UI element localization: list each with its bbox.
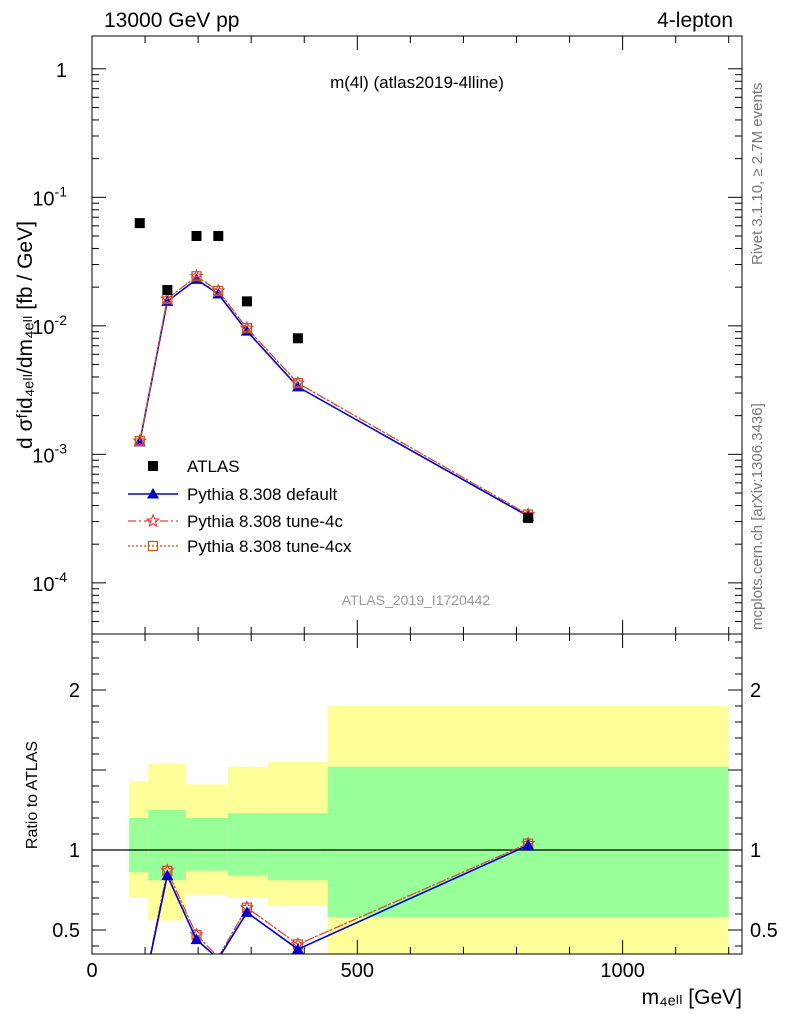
uncertainty-band-inner [227,813,268,876]
ratio-y-tick-label-left: 2 [69,680,80,702]
legend: ATLAS Pythia 8.308 default Pythia 8.308 tu… [128,457,352,556]
legend-label: Pythia 8.308 tune-4cx [187,537,352,556]
x-axis-label: m₄ₑₗₗ [GeV] [642,986,742,1009]
uncertainty-band-inner [129,818,149,873]
y-tick-label: 1 [56,60,67,82]
watermark: ATLAS_2019_I1720442 [342,592,491,608]
ratio-y-tick-label-left: 1 [69,840,80,862]
uncertainty-band-inner [267,813,328,881]
uncertainty-band-inner [185,818,228,871]
y-tick-label: 10-4 [32,569,67,596]
legend-marker-tune4cx [147,540,159,552]
data-point [213,285,224,296]
y-tick-label: 10-1 [32,183,67,210]
ratio-point [522,839,535,850]
main-plot-content [132,218,536,523]
plot-title: m(4l) (atlas2019-4lline) [330,73,504,92]
data-point [241,323,253,334]
ratio-y-tick-label-right: 2 [750,680,761,702]
legend-marker-default [147,488,159,499]
ratio-plot-content [92,706,742,954]
series-line-1 [139,278,529,517]
x-tick-label: 500 [341,960,374,982]
header-left: 13000 GeV pp [104,9,239,32]
mcplots-label: mcplots.cern.ch [arXiv:1306.3436] [749,403,766,630]
main-y-axis-label: d σᶠid₄ₑₗₗ/dm₄ₑₗₗ [fb / GeV] [14,221,37,449]
atlas-data-point [292,333,303,344]
rivet-label: Rivet 3.1.10, ≥ 2.7M events [749,83,766,266]
y-tick-label: 10-2 [32,312,67,339]
atlas-data-point [213,231,224,242]
ratio-y-axis-label: Ratio to ATLAS [24,741,41,849]
legend-label: Pythia 8.308 default [187,485,338,504]
uncertainty-band-inner [148,810,186,881]
atlas-data-point [162,285,173,296]
y-tick-label: 10-3 [32,440,67,467]
ratio-point [291,943,304,954]
ratio-y-tick-label-right: 1 [750,840,761,862]
ratio-point [240,906,253,917]
legend-label: ATLAS [187,457,240,476]
legend-label: Pythia 8.308 tune-4c [187,512,343,531]
series-line-3 [139,275,529,516]
ratio-frame [91,633,743,955]
ratio-panel: 0.5 0.5 1 1 2 2 0 500 1000 Ratio to ATLAS m₄ₑₗₗ … [24,633,778,1009]
header-right: 4-lepton [657,9,733,32]
ratio-y-tick-label-left: 0.5 [52,920,80,942]
series-line-2 [139,275,529,516]
atlas-data-point [134,218,145,229]
main-panel: 10-4 10-3 10-2 10-1 1 m(4l) (atlas2019-4llin… [14,35,743,635]
main-axis-ticks: 10-4 10-3 10-2 10-1 1 [32,36,742,635]
ratio-point [190,933,203,945]
legend-marker-atlas [148,461,158,471]
legend-marker-tune4c [145,513,161,528]
x-tick-label: 1000 [600,960,645,982]
data-point [191,271,202,282]
data-point [134,435,145,447]
ratio-axis-ticks: 0.5 0.5 1 1 2 2 0 500 1000 [52,634,778,982]
data-point [292,378,303,389]
ratio-point [161,869,174,881]
x-tick-label: 0 [86,960,97,982]
atlas-data-point [523,512,534,523]
atlas-data-point [241,296,252,307]
atlas-data-point [191,231,202,242]
ratio-y-tick-label-right: 0.5 [750,920,778,942]
